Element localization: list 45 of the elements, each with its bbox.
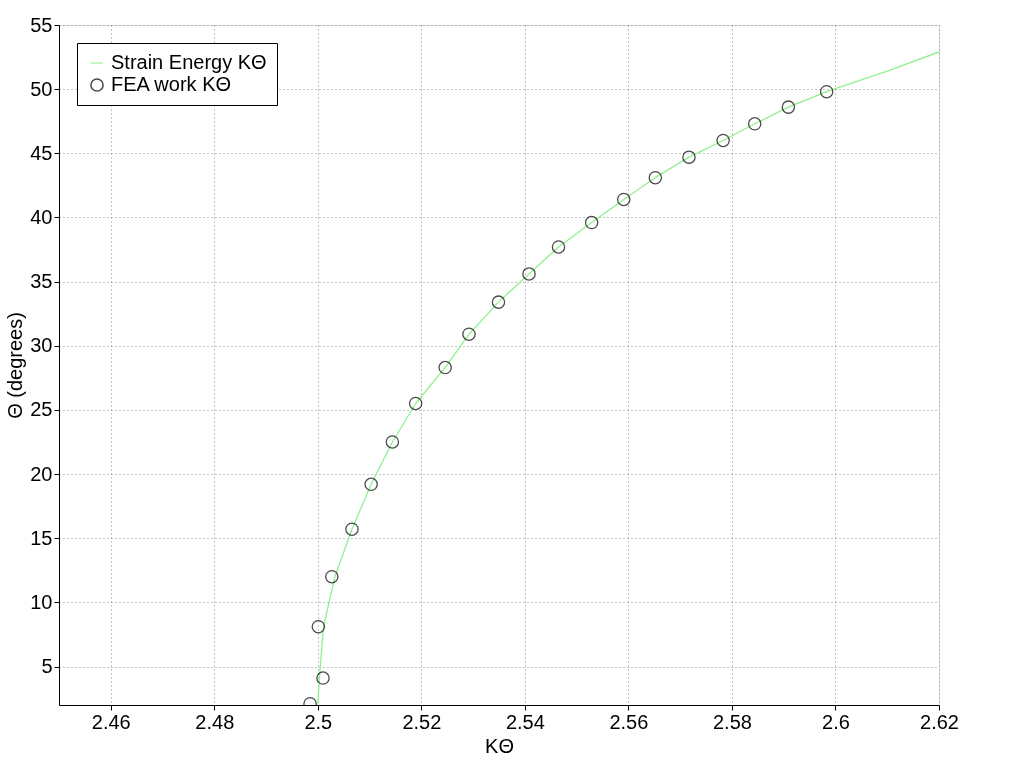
point	[345, 522, 359, 536]
x-tick-label: 2.6	[822, 710, 850, 733]
x-tick-label: 2.52	[402, 710, 442, 733]
point	[364, 477, 378, 492]
point	[682, 150, 696, 164]
x-tick-label: 2.62	[920, 710, 959, 733]
y-tick-label: 50	[30, 77, 53, 100]
x-tick-label: 2.58	[712, 710, 752, 733]
y-tick-label: 10	[30, 590, 53, 613]
point	[781, 100, 796, 114]
point	[584, 215, 599, 230]
point	[311, 619, 326, 634]
point	[522, 267, 536, 281]
point	[747, 117, 762, 131]
y-tick-label: 15	[30, 526, 53, 549]
point	[325, 569, 339, 584]
y-tick-label: 35	[30, 270, 53, 293]
point	[462, 327, 476, 341]
y-tick-label: 30	[30, 334, 53, 357]
point	[385, 435, 400, 449]
point	[491, 295, 506, 309]
legend-label: FEA work KΘ	[111, 73, 232, 95]
point	[616, 192, 631, 207]
x-tick-label: 2.56	[609, 710, 649, 733]
y-tick-label: 25	[30, 398, 53, 421]
point	[819, 84, 834, 99]
line-series	[317, 51, 939, 705]
x-tick-label: 2.48	[195, 710, 235, 733]
x-tick-label: 2.46	[91, 710, 131, 733]
point	[408, 396, 423, 411]
point	[551, 240, 566, 254]
y-tick-label: 55	[30, 13, 53, 36]
y-tick-label: 20	[30, 462, 53, 485]
legend-label: Strain Energy KΘ	[111, 51, 267, 73]
y-tick-label: 45	[30, 141, 53, 164]
y-tick-label: 40	[30, 205, 53, 228]
point	[316, 671, 330, 685]
point	[716, 133, 730, 148]
point	[438, 360, 452, 375]
y-tick-label: 5	[41, 655, 53, 678]
x-tick-label: 2.54	[505, 710, 545, 733]
y-axis-title: Θ (degrees)	[4, 312, 27, 419]
point	[648, 170, 663, 185]
x-tick-label: 2.5	[304, 710, 333, 733]
x-axis-title: KΘ	[485, 734, 514, 757]
